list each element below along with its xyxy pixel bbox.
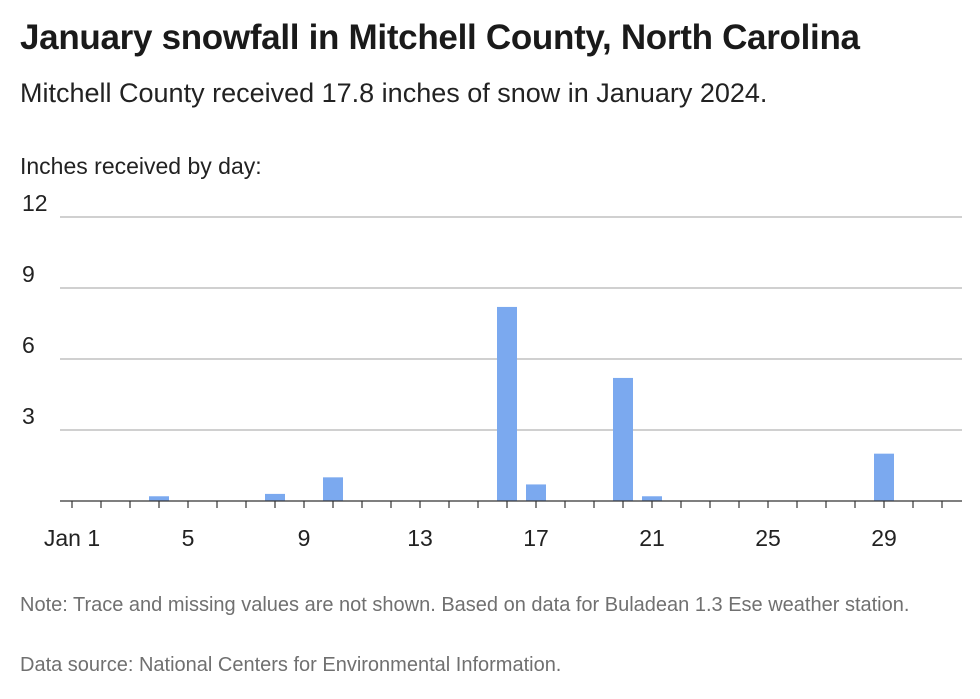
x-tick-label: 17: [523, 525, 549, 551]
bar-chart: 3 6 9 12 Jan 1 5 9 13 17 21 25 29: [22, 190, 962, 551]
bar: [149, 496, 169, 501]
bar: [642, 496, 662, 501]
x-tick-label: 9: [298, 525, 311, 551]
x-tick-label: 21: [639, 525, 665, 551]
bar: [265, 493, 285, 501]
x-tick-label: 29: [871, 525, 897, 551]
bar: [613, 377, 633, 501]
bars: [149, 306, 894, 501]
bar: [526, 484, 546, 501]
bar: [497, 306, 517, 501]
y-axis-label: Inches received by day:: [20, 153, 262, 179]
y-tick-label: 6: [22, 332, 35, 358]
x-axis: Jan 1 5 9 13 17 21 25 29: [44, 500, 962, 551]
y-tick-label: 9: [22, 261, 35, 287]
chart-title: January snowfall in Mitchell County, Nor…: [20, 18, 860, 57]
y-tick-label: 3: [22, 403, 35, 429]
y-tick-labels: 3 6 9 12: [22, 190, 48, 429]
x-tick-label: 13: [407, 525, 433, 551]
x-tick-label: 5: [182, 525, 195, 551]
bar: [323, 477, 343, 501]
bar: [874, 453, 894, 501]
data-source: Data source: National Centers for Enviro…: [20, 654, 562, 676]
x-tick-label: 25: [755, 525, 781, 551]
gridlines: [60, 216, 962, 431]
chart-subtitle: Mitchell County received 17.8 inches of …: [20, 78, 768, 108]
y-tick-label: 12: [22, 190, 48, 216]
chart-note: Note: Trace and missing values are not s…: [20, 594, 910, 616]
x-tick-label: Jan 1: [44, 525, 100, 551]
